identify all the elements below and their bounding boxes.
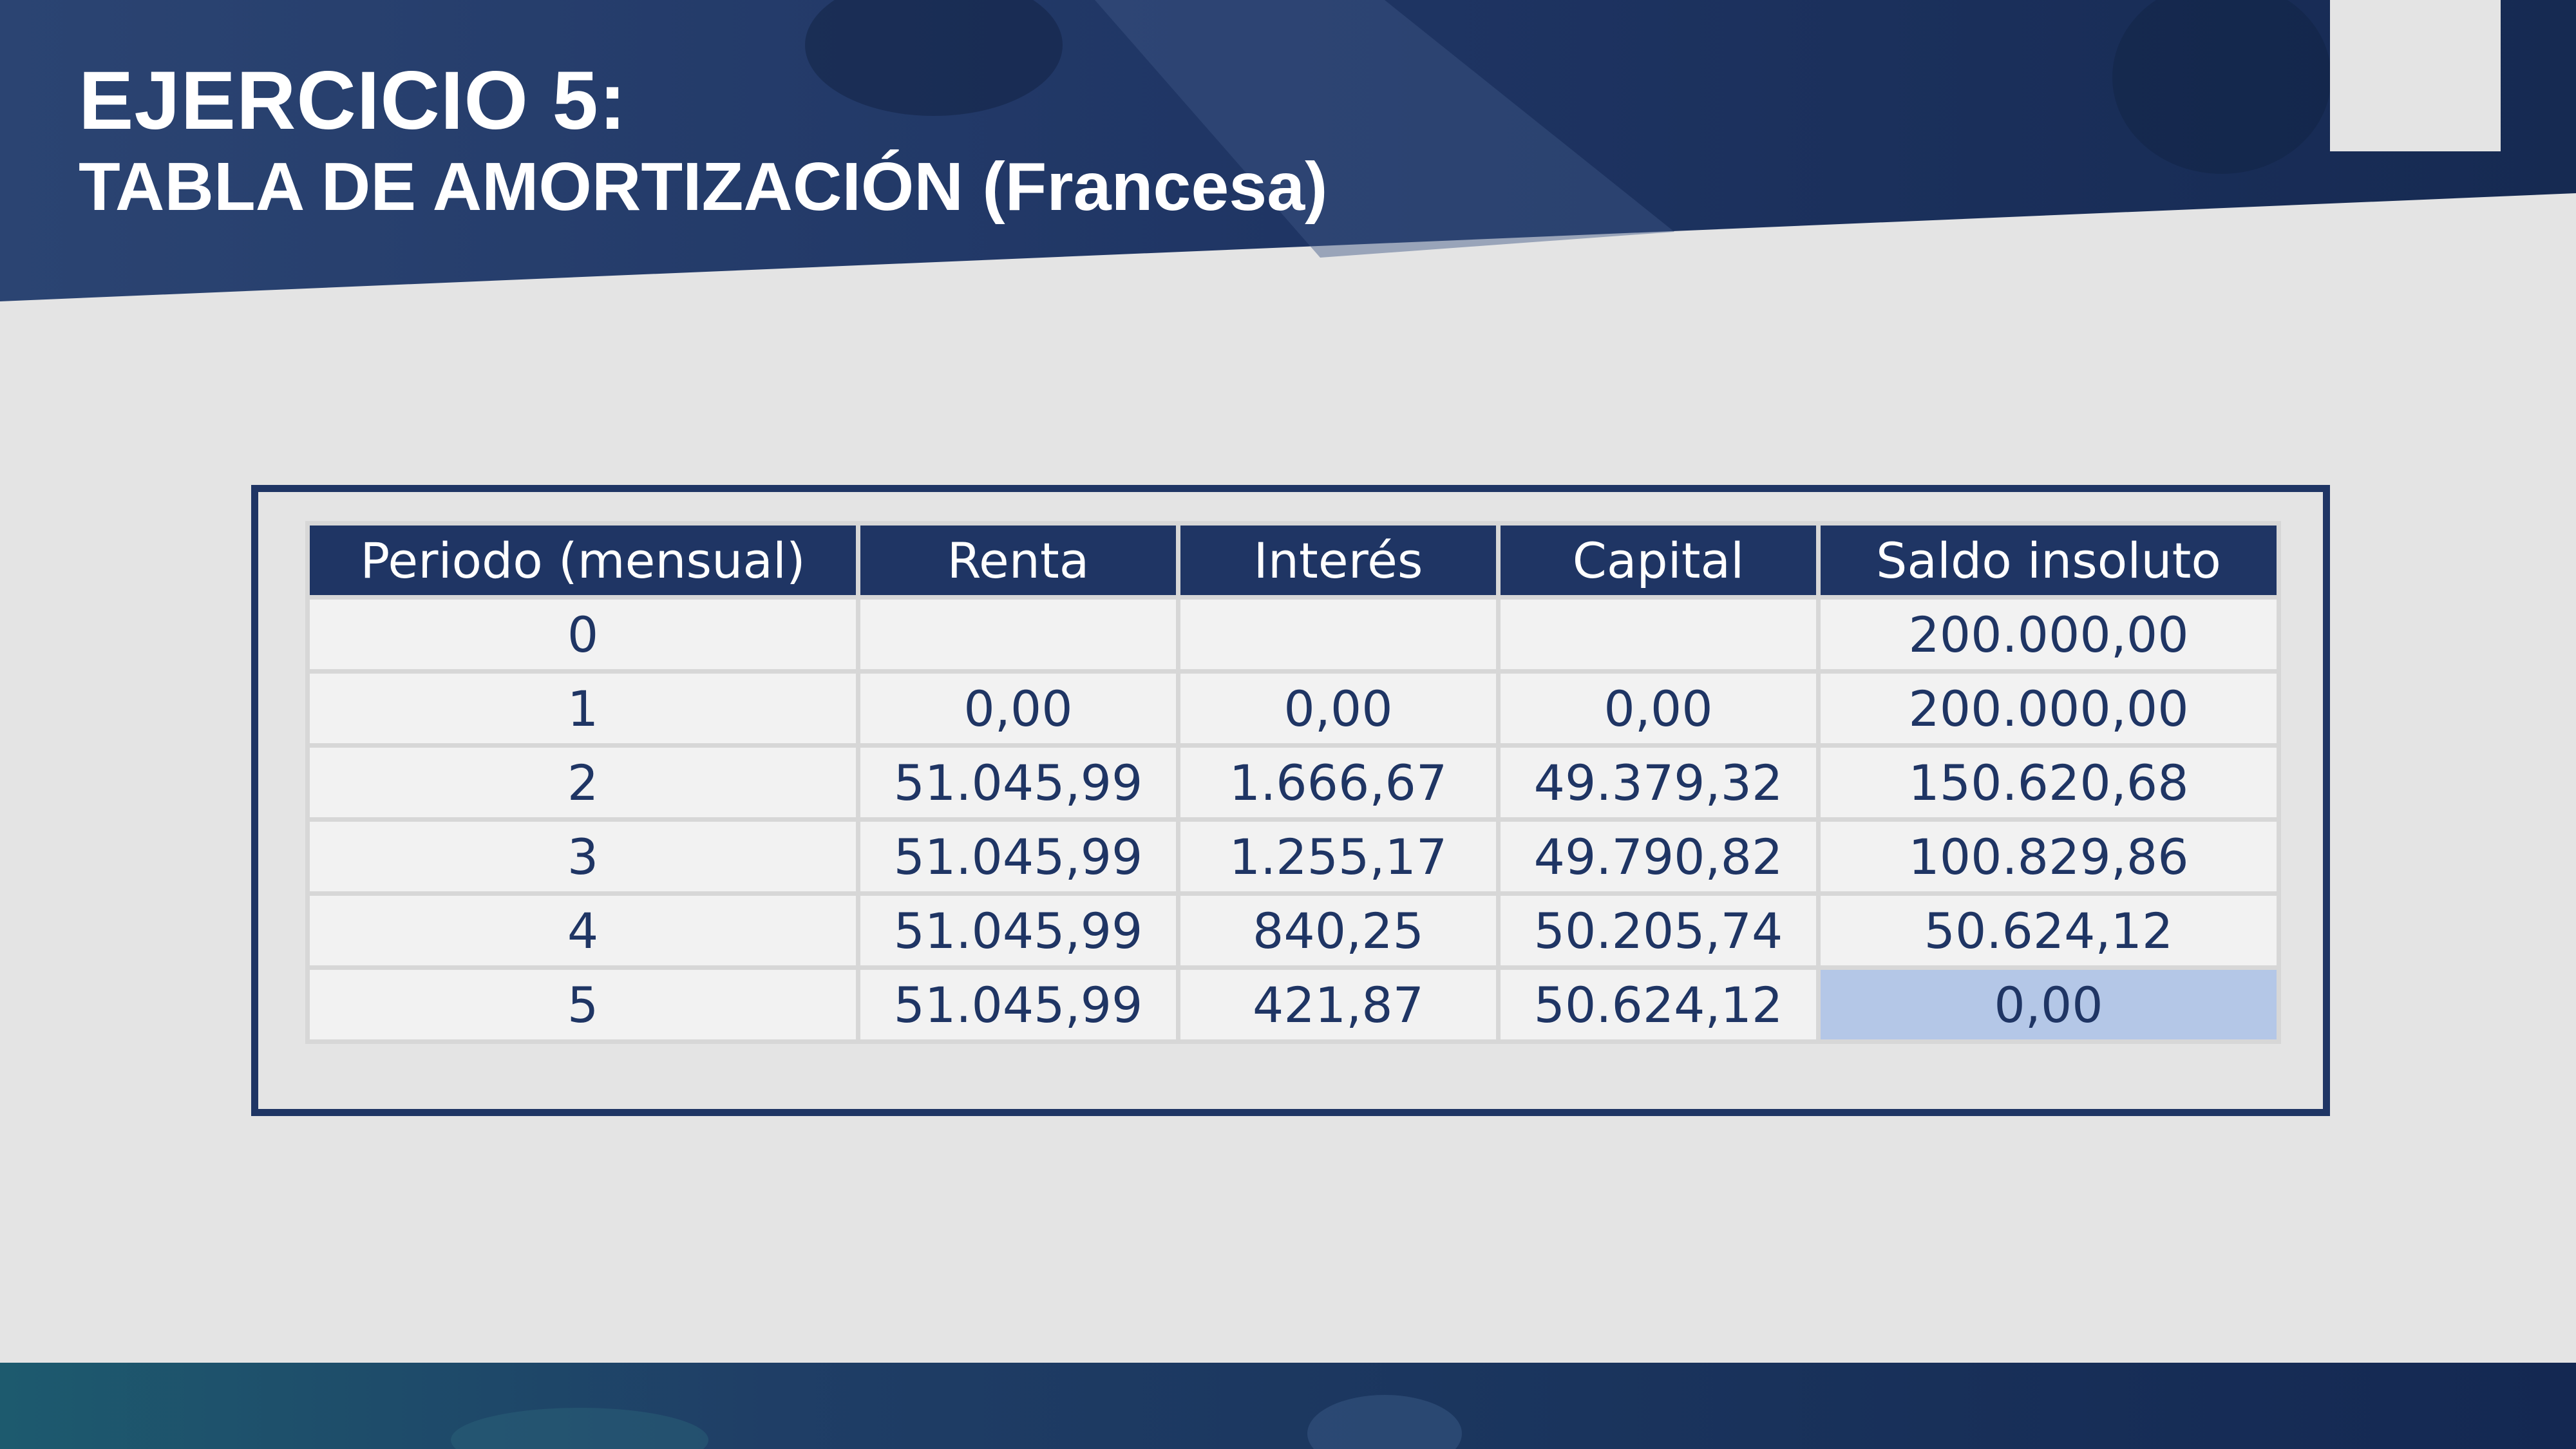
- cell-periodo: 4: [305, 891, 860, 970]
- cell-periodo: 3: [305, 817, 860, 896]
- cell-renta: 51.045,99: [856, 743, 1180, 822]
- cell-capital: 49.379,32: [1496, 743, 1821, 822]
- page-title: EJERCICIO 5:: [79, 55, 627, 147]
- cell-renta: 51.045,99: [856, 965, 1180, 1044]
- cell-saldo: 200.000,00: [1816, 595, 2281, 674]
- footer-band: [0, 1363, 2576, 1449]
- cell-saldo-highlighted: 0,00: [1816, 965, 2281, 1044]
- table-row: 5 51.045,99 421,87 50.624,12 0,00: [305, 965, 2281, 1044]
- cell-capital: 0,00: [1496, 669, 1821, 748]
- cell-periodo: 1: [305, 669, 860, 748]
- table-row: 2 51.045,99 1.666,67 49.379,32 150.620,6…: [305, 743, 2281, 822]
- cell-periodo: 5: [305, 965, 860, 1044]
- column-header-saldo: Saldo insoluto: [1816, 521, 2281, 600]
- cell-saldo: 50.624,12: [1816, 891, 2281, 970]
- cell-renta: 51.045,99: [856, 817, 1180, 896]
- amortization-table: Periodo (mensual) Renta Interés Capital …: [305, 521, 2281, 1044]
- table-row: 3 51.045,99 1.255,17 49.790,82 100.829,8…: [305, 817, 2281, 896]
- cell-interes: 1.255,17: [1176, 817, 1501, 896]
- cell-saldo: 150.620,68: [1816, 743, 2281, 822]
- table-row: 1 0,00 0,00 0,00 200.000,00: [305, 669, 2281, 748]
- column-header-periodo: Periodo (mensual): [305, 521, 860, 600]
- cell-renta: 0,00: [856, 669, 1180, 748]
- cell-interes: 0,00: [1176, 669, 1501, 748]
- cell-interes: 1.666,67: [1176, 743, 1501, 822]
- cell-renta: [856, 595, 1180, 674]
- cell-capital: [1496, 595, 1821, 674]
- column-header-interes: Interés: [1176, 521, 1501, 600]
- cell-saldo: 100.829,86: [1816, 817, 2281, 896]
- cell-periodo: 0: [305, 595, 860, 674]
- cell-capital: 50.205,74: [1496, 891, 1821, 970]
- cell-capital: 49.790,82: [1496, 817, 1821, 896]
- cell-interes: 840,25: [1176, 891, 1501, 970]
- column-header-renta: Renta: [856, 521, 1180, 600]
- corner-tab: [2330, 0, 2501, 151]
- header-banner: [0, 0, 2576, 301]
- table-header-row: Periodo (mensual) Renta Interés Capital …: [305, 521, 2281, 600]
- cell-saldo: 200.000,00: [1816, 669, 2281, 748]
- cell-interes: [1176, 595, 1501, 674]
- cell-renta: 51.045,99: [856, 891, 1180, 970]
- table-row: 0 200.000,00: [305, 595, 2281, 674]
- page-subtitle: TABLA DE AMORTIZACIÓN (Francesa): [79, 149, 1328, 225]
- cell-capital: 50.624,12: [1496, 965, 1821, 1044]
- table-row: 4 51.045,99 840,25 50.205,74 50.624,12: [305, 891, 2281, 970]
- cell-interes: 421,87: [1176, 965, 1501, 1044]
- cell-periodo: 2: [305, 743, 860, 822]
- column-header-capital: Capital: [1496, 521, 1821, 600]
- table-frame: Periodo (mensual) Renta Interés Capital …: [251, 485, 2330, 1116]
